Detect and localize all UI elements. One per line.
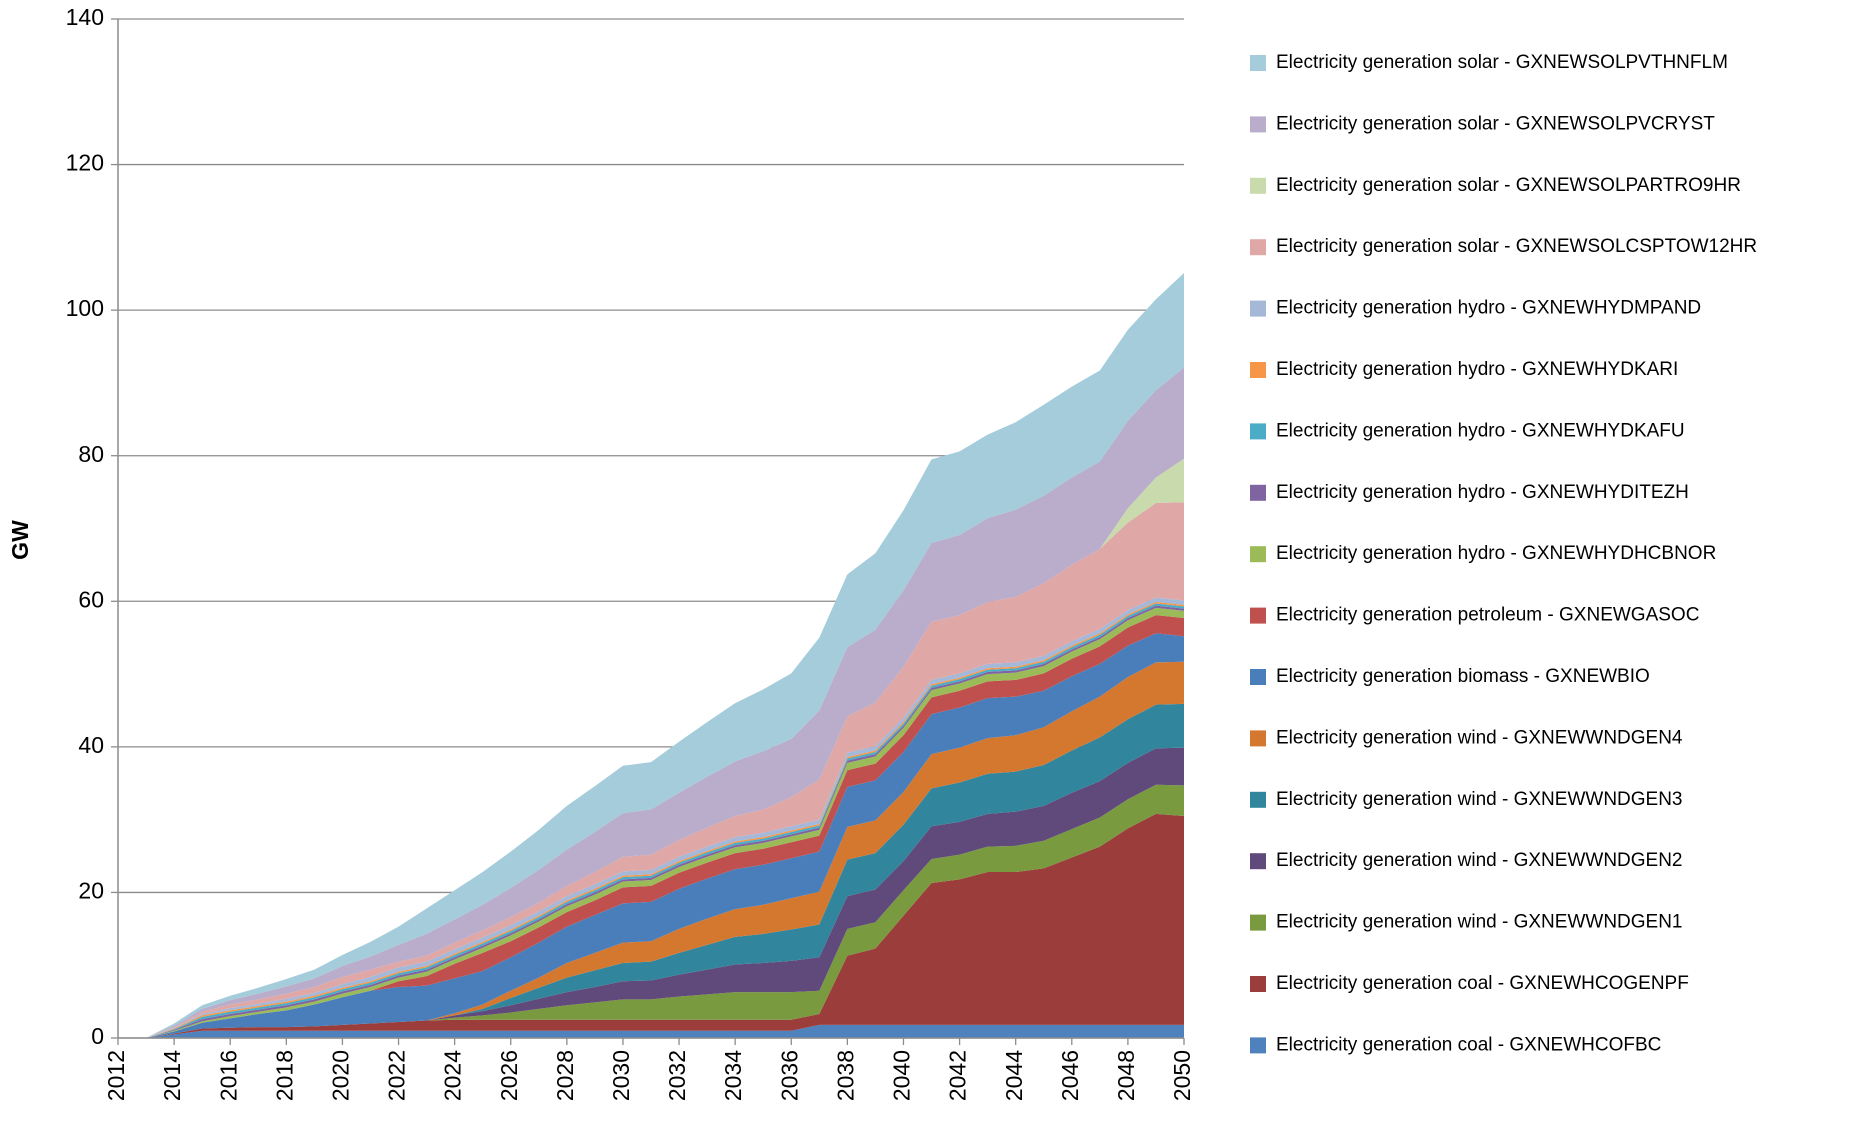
legend-label: Electricity generation biomass - GXNEWBI… bbox=[1276, 666, 1650, 687]
legend-swatch bbox=[1250, 55, 1266, 71]
y-tick-label: 40 bbox=[78, 732, 104, 758]
legend-label: Electricity generation hydro - GXNEWHYDM… bbox=[1276, 298, 1701, 319]
legend-label: Electricity generation wind - GXNEWWNDGE… bbox=[1276, 912, 1683, 933]
legend-label: Electricity generation solar - GXNEWSOLP… bbox=[1276, 175, 1741, 196]
area bbox=[118, 703, 1184, 1038]
legend-label: Electricity generation hydro - GXNEWHYDH… bbox=[1276, 543, 1716, 564]
x-tick-label: 2030 bbox=[608, 1050, 634, 1101]
legend-swatch bbox=[1250, 546, 1266, 563]
legend-swatch bbox=[1250, 116, 1266, 133]
legend-swatch bbox=[1250, 177, 1266, 194]
area bbox=[118, 605, 1184, 1038]
legend-swatch bbox=[1250, 239, 1266, 256]
legend-swatch bbox=[1250, 730, 1266, 747]
legend-label: Electricity generation wind - GXNEWWNDGE… bbox=[1276, 789, 1683, 810]
x-tick-label: 2016 bbox=[215, 1050, 241, 1101]
x-tick-label: 2018 bbox=[271, 1050, 297, 1101]
area bbox=[118, 597, 1184, 1038]
legend-swatch bbox=[1250, 362, 1266, 378]
y-tick-label: 20 bbox=[78, 878, 104, 904]
area bbox=[118, 813, 1184, 1038]
legend-label: Electricity generation coal - GXNEWHCOFB… bbox=[1276, 1034, 1661, 1055]
legend-swatch bbox=[1250, 1037, 1266, 1054]
x-tick-label: 2026 bbox=[496, 1050, 522, 1101]
y-tick-label: 80 bbox=[78, 441, 104, 467]
x-tick-label: 2022 bbox=[384, 1050, 410, 1101]
x-tick-label: 2046 bbox=[1057, 1050, 1083, 1101]
legend-swatch bbox=[1250, 300, 1266, 317]
legend-label: Electricity generation solar - GXNEWSOLP… bbox=[1276, 113, 1715, 134]
legend-label: Electricity generation wind - GXNEWWNDGE… bbox=[1276, 850, 1683, 871]
x-tick-label: 2048 bbox=[1113, 1050, 1139, 1101]
y-tick-label: 100 bbox=[66, 295, 104, 321]
x-tick-label: 2040 bbox=[889, 1050, 915, 1101]
legend-label: Electricity generation solar - GXNEWSOLP… bbox=[1276, 52, 1728, 73]
legend-label: Electricity generation hydro - GXNEWHYDK… bbox=[1276, 359, 1678, 380]
x-tick-label: 2020 bbox=[327, 1050, 353, 1101]
y-tick-label: 140 bbox=[66, 4, 104, 30]
x-tick-label: 2042 bbox=[945, 1050, 971, 1101]
x-tick-label: 2028 bbox=[552, 1050, 578, 1101]
legend-label: Electricity generation hydro - GXNEWHYDI… bbox=[1276, 482, 1689, 503]
y-tick-label: 0 bbox=[91, 1023, 104, 1049]
area bbox=[118, 633, 1184, 1038]
x-tick-label: 2038 bbox=[832, 1050, 858, 1101]
legend-swatch bbox=[1250, 484, 1266, 501]
area bbox=[118, 615, 1184, 1038]
legend-swatch bbox=[1250, 423, 1266, 440]
y-tick-label: 60 bbox=[78, 586, 104, 612]
legend-swatch bbox=[1250, 791, 1266, 808]
legend-swatch bbox=[1250, 669, 1266, 685]
x-tick-label: 2044 bbox=[1001, 1050, 1027, 1101]
y-tick-label: 120 bbox=[66, 150, 104, 176]
legend-swatch bbox=[1250, 607, 1266, 624]
legend-swatch bbox=[1250, 853, 1266, 870]
area bbox=[118, 1024, 1184, 1038]
y-axis-label: GW bbox=[7, 520, 33, 560]
x-tick-label: 2024 bbox=[440, 1050, 466, 1101]
legend-label: Electricity generation hydro - GXNEWHYDK… bbox=[1276, 420, 1685, 441]
legend-swatch bbox=[1250, 914, 1266, 931]
x-tick-label: 2012 bbox=[103, 1050, 129, 1101]
x-tick-label: 2050 bbox=[1169, 1050, 1195, 1101]
legend-label: Electricity generation solar - GXNEWSOLC… bbox=[1276, 236, 1757, 257]
x-tick-label: 2014 bbox=[159, 1050, 185, 1101]
x-tick-label: 2034 bbox=[720, 1050, 746, 1101]
legend-label: Electricity generation petroleum - GXNEW… bbox=[1276, 605, 1699, 626]
x-tick-label: 2036 bbox=[776, 1050, 802, 1101]
legend-label: Electricity generation coal - GXNEWHCOGE… bbox=[1276, 973, 1689, 994]
area bbox=[118, 607, 1184, 1038]
legend-swatch bbox=[1250, 976, 1266, 992]
legend-label: Electricity generation wind - GXNEWWNDGE… bbox=[1276, 727, 1683, 748]
x-tick-label: 2032 bbox=[664, 1050, 690, 1101]
